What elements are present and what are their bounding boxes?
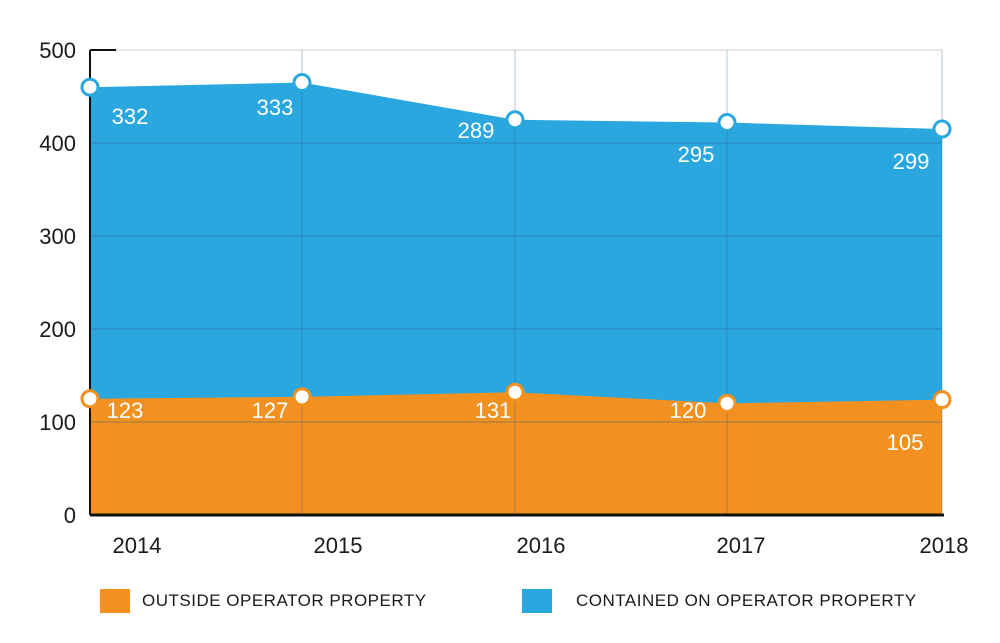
marker-outside-2017 xyxy=(717,393,737,413)
x-tick-label-2015: 2015 xyxy=(314,533,363,558)
marker-contained-2017 xyxy=(717,113,737,133)
marker-contained-2015 xyxy=(292,73,312,93)
marker-outside-2018 xyxy=(932,390,952,410)
legend-item-outside: OUTSIDE OPERATOR PROPERTY xyxy=(100,586,427,616)
legend-label-contained: CONTAINED ON OPERATOR PROPERTY xyxy=(576,591,917,610)
y-tick-label-100: 100 xyxy=(39,410,76,435)
y-tick-label-0: 0 xyxy=(64,503,76,528)
data-label-contained-2014: 332 xyxy=(112,104,149,129)
legend-swatch-contained xyxy=(522,589,552,613)
marker-contained-2018 xyxy=(932,119,952,139)
data-label-outside-2014: 123 xyxy=(107,398,144,423)
data-label-contained-2015: 333 xyxy=(257,95,294,120)
data-label-outside-2017: 120 xyxy=(670,398,707,423)
y-tick-label-400: 400 xyxy=(39,131,76,156)
marker-outside-2014 xyxy=(80,389,100,409)
area-outside xyxy=(90,392,942,515)
data-label-contained-2018: 299 xyxy=(893,149,930,174)
data-label-outside-2018: 105 xyxy=(887,430,924,455)
x-tick-label-2016: 2016 xyxy=(517,533,566,558)
legend-item-contained: CONTAINED ON OPERATOR PROPERTY xyxy=(522,586,917,616)
marker-contained-2014 xyxy=(80,77,100,97)
y-tick-label-300: 300 xyxy=(39,224,76,249)
y-tick-label-200: 200 xyxy=(39,317,76,342)
marker-contained-2016 xyxy=(505,110,525,130)
legend-swatch-outside xyxy=(100,589,130,613)
x-tick-label-2018: 2018 xyxy=(920,533,969,558)
marker-outside-2016 xyxy=(505,382,525,402)
data-label-contained-2017: 295 xyxy=(678,142,715,167)
data-label-outside-2015: 127 xyxy=(252,398,289,423)
data-label-contained-2016: 289 xyxy=(458,118,495,143)
x-tick-label-2014: 2014 xyxy=(113,533,162,558)
data-label-outside-2016: 131 xyxy=(475,398,512,423)
marker-outside-2015 xyxy=(292,387,312,407)
legend-label-outside: OUTSIDE OPERATOR PROPERTY xyxy=(142,591,427,610)
x-tick-label-2017: 2017 xyxy=(717,533,766,558)
y-tick-label-500: 500 xyxy=(39,38,76,63)
